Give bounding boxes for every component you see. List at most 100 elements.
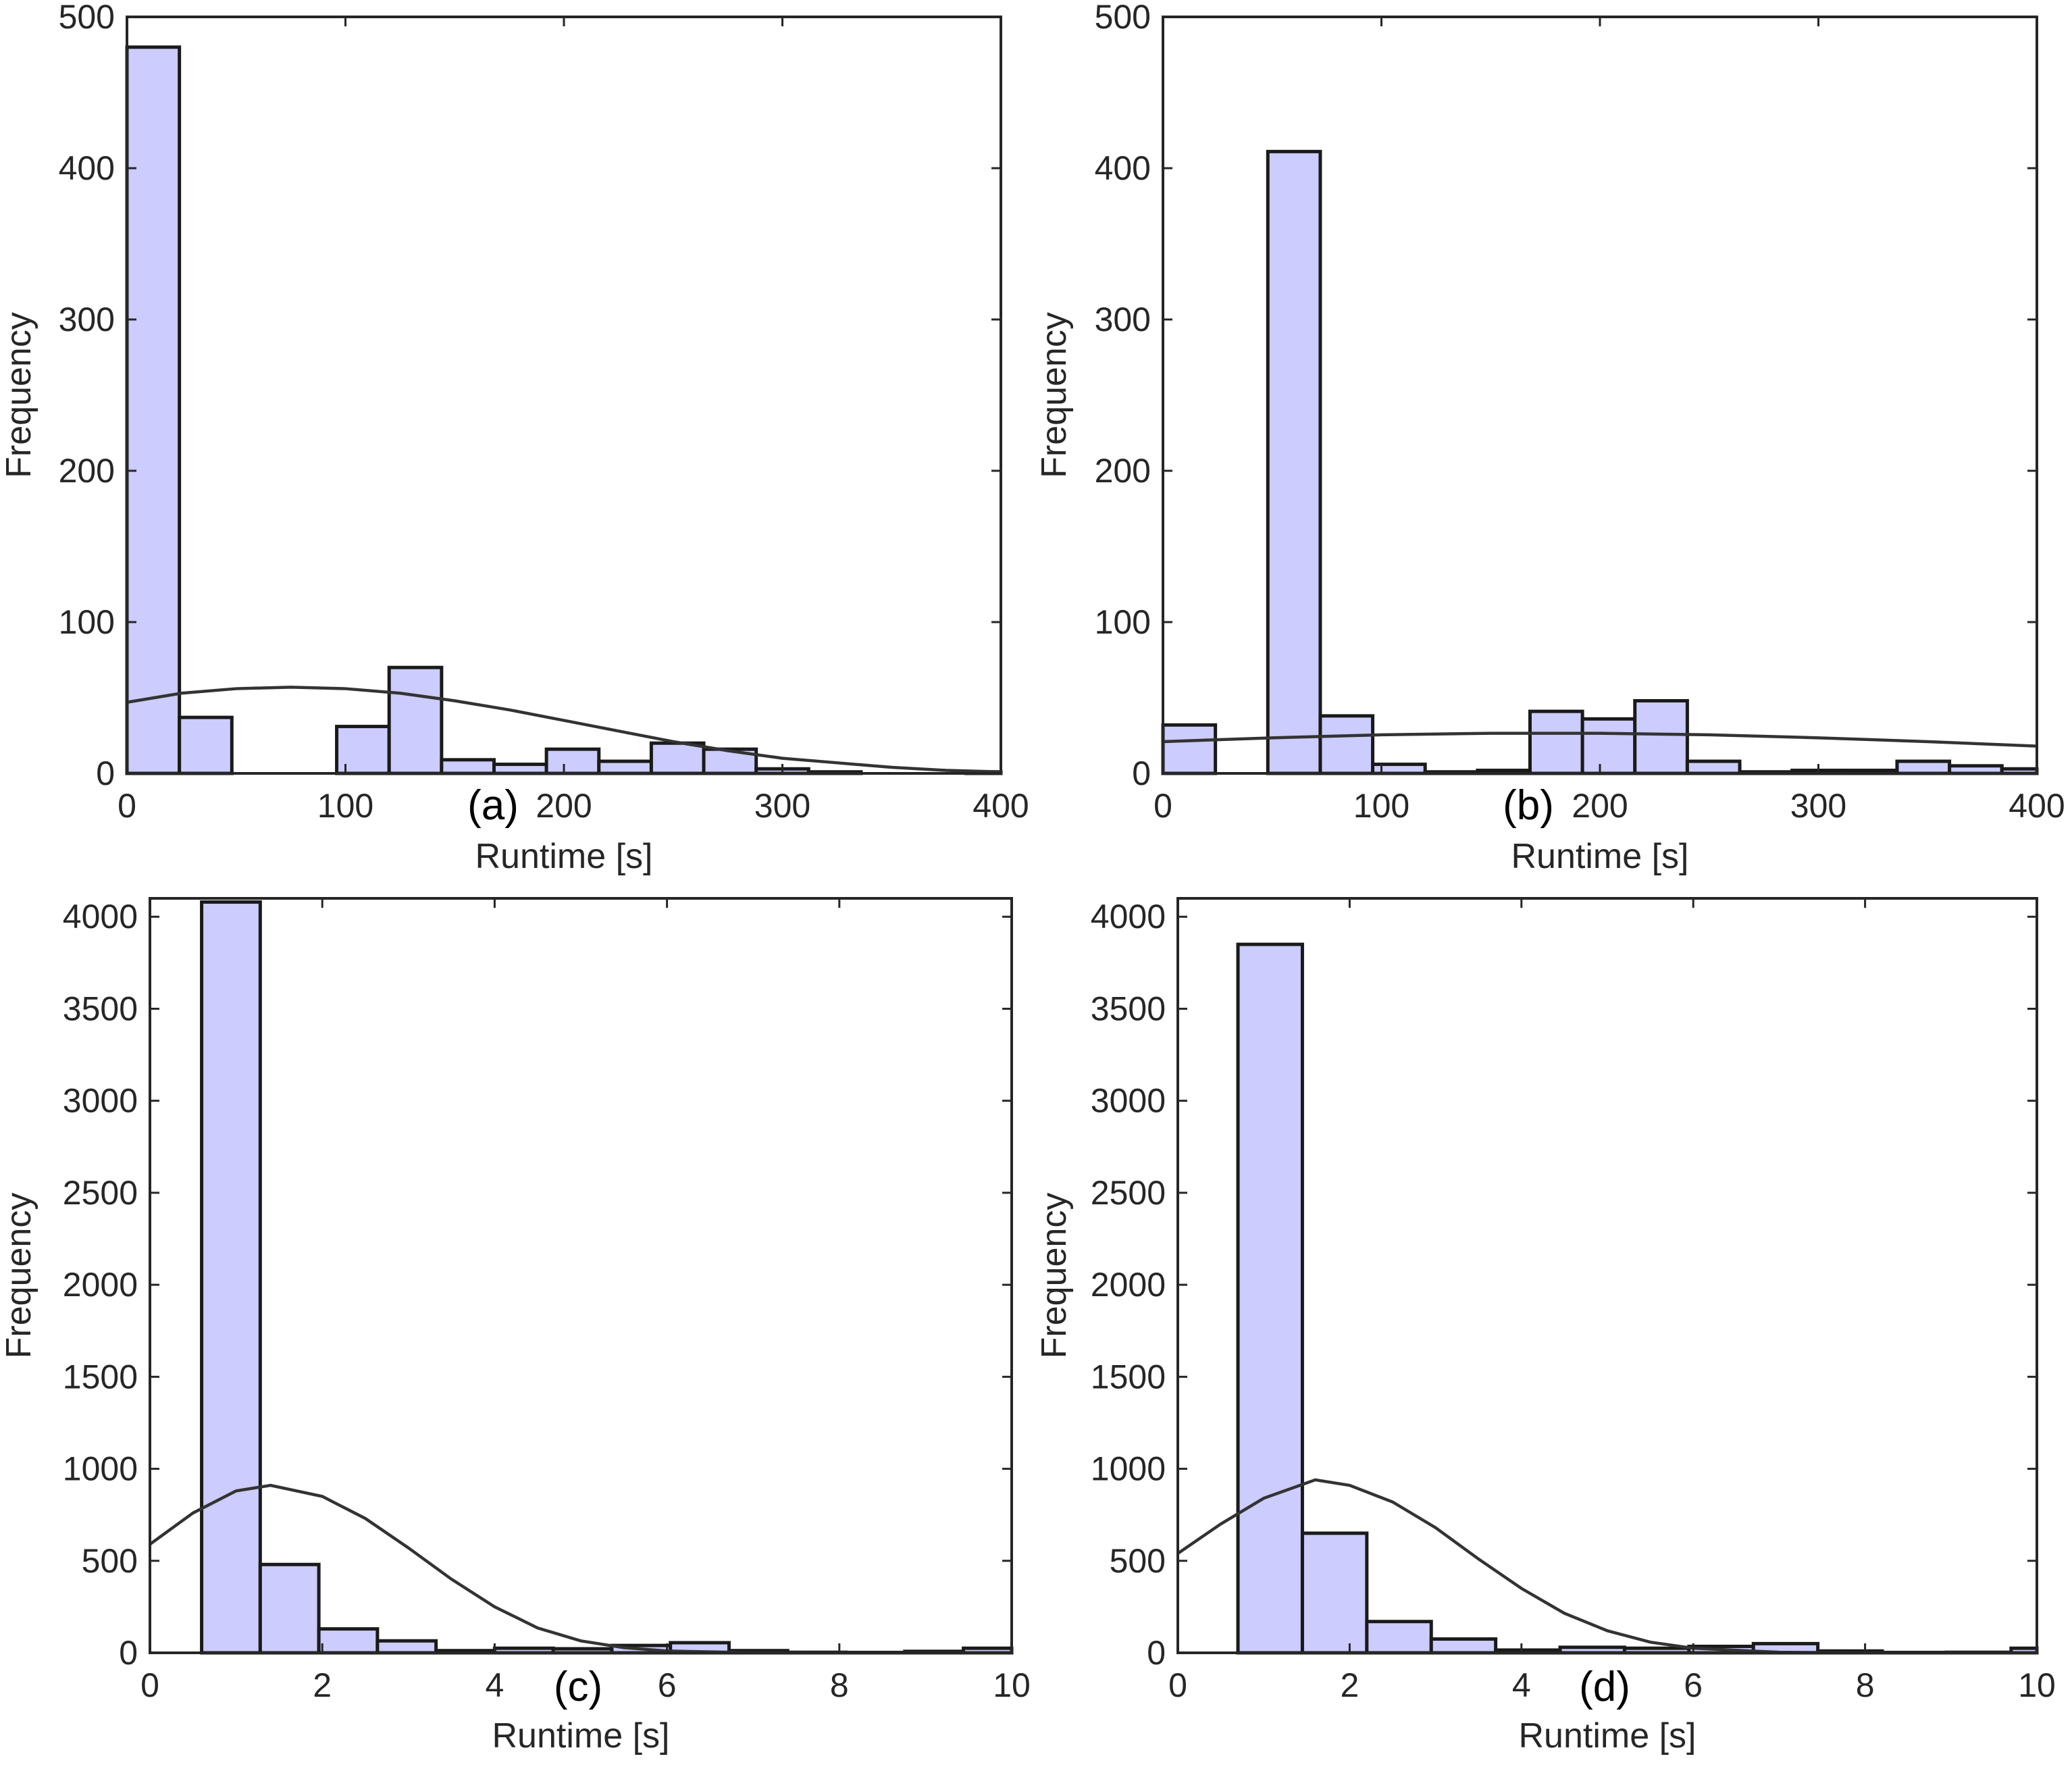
histogram-bar — [1365, 1620, 1433, 1655]
y-tick-label: 2000 — [63, 1266, 138, 1304]
y-tick-label: 400 — [59, 149, 115, 187]
histogram-bar — [178, 715, 234, 775]
y-tick-label: 200 — [59, 452, 115, 490]
histogram-bar — [1266, 149, 1322, 775]
y-tick-label: 1000 — [1091, 1450, 1166, 1488]
x-tick-label: 0 — [1168, 1666, 1187, 1704]
panel-c: 0 2 4 6 8 10 0 500 1000 1500 2000 2500 3000 3500 4000 R… — [0, 897, 1031, 1755]
y-tick-label: 100 — [59, 603, 115, 641]
x-tick-label: 10 — [2018, 1666, 2056, 1704]
y-tick-label: 3000 — [1091, 1082, 1166, 1120]
bars — [1236, 942, 2039, 1655]
axes-box — [149, 897, 1013, 1654]
x-tick-label: 0 — [118, 787, 136, 825]
x-tick-label: 4 — [485, 1666, 504, 1704]
x-axis-label: Runtime [s] — [475, 837, 653, 876]
y-tick-label: 0 — [1132, 754, 1151, 792]
y-axis-label: Frequency — [0, 1193, 38, 1359]
y-tick-label: 2500 — [63, 1174, 138, 1212]
x-tick-label: 8 — [1856, 1666, 1875, 1704]
histogram-bar — [1528, 709, 1584, 775]
x-tick-label: 200 — [1572, 787, 1628, 825]
panel-label: (b) — [1503, 782, 1554, 829]
histogram-bar — [492, 763, 548, 775]
x-tick-label: 300 — [754, 787, 810, 825]
x-tick-label: 0 — [1154, 787, 1172, 825]
fit-curve — [1176, 1478, 2037, 1655]
histogram-bar — [1429, 1637, 1498, 1655]
x-tick-label: 400 — [2009, 787, 2065, 825]
histogram-bar — [1318, 714, 1375, 775]
x-tick-label: 2 — [1340, 1666, 1359, 1704]
x-tick-label: 300 — [1790, 787, 1846, 825]
y-tick-label: 100 — [1095, 603, 1151, 641]
x-tick-label: 0 — [140, 1666, 159, 1704]
y-tick-label: 3500 — [63, 990, 138, 1027]
histogram-bar — [1633, 698, 1689, 775]
histogram-bar — [1161, 723, 1218, 775]
y-tick-label: 0 — [96, 754, 115, 792]
histogram-bar — [544, 747, 601, 775]
y-tick-label: 4000 — [63, 898, 138, 935]
histogram-bar — [649, 741, 706, 775]
y-tick-label: 2000 — [1091, 1266, 1166, 1304]
histogram-bar — [125, 45, 182, 775]
x-tick-label: 100 — [1353, 787, 1409, 825]
histogram-bar — [258, 1562, 321, 1655]
x-tick-label: 8 — [830, 1666, 849, 1704]
y-tick-label: 0 — [119, 1634, 138, 1672]
axes-box — [126, 16, 1002, 775]
histogram-bar — [1580, 717, 1637, 775]
x-axis-label: Runtime [s] — [492, 1716, 670, 1755]
histogram-bar — [1300, 1531, 1369, 1655]
x-tick-label: 6 — [1684, 1666, 1703, 1704]
panel-a: 0 100 200 300 400 0 100 200 300 400 500 Runtime [s]… — [0, 0, 1029, 876]
histogram-bar — [387, 665, 444, 775]
x-tick-label: 400 — [973, 787, 1029, 825]
histogram-bar — [1895, 759, 1952, 775]
y-tick-label: 300 — [59, 301, 115, 338]
y-tick-label: 200 — [1095, 452, 1151, 490]
y-tick-label: 500 — [82, 1542, 138, 1580]
histogram-bar — [317, 1627, 380, 1655]
y-tick-label: 1500 — [63, 1358, 138, 1395]
histogram-bar — [597, 759, 653, 775]
y-tick-label: 1500 — [1091, 1358, 1166, 1395]
histogram-bar — [1236, 942, 1304, 1655]
histogram-bar — [200, 900, 262, 1655]
bars — [1161, 149, 2039, 775]
bars — [200, 900, 1014, 1655]
panel-b: 0 100 200 300 400 0 100 200 300 400 500 Runtime [s]… — [1035, 0, 2065, 876]
y-tick-label: 3500 — [1091, 990, 1166, 1027]
y-tick-label: 400 — [1095, 149, 1151, 187]
y-axis-label: Frequency — [1035, 312, 1074, 478]
bars — [125, 45, 1003, 775]
panel-label: (a) — [467, 782, 519, 829]
y-tick-label: 0 — [1147, 1634, 1166, 1672]
panel-label: (d) — [1579, 1664, 1630, 1710]
x-tick-label: 6 — [658, 1666, 677, 1704]
x-tick-label: 200 — [536, 787, 592, 825]
y-tick-label: 1000 — [63, 1450, 138, 1488]
histogram-bar — [1685, 759, 1742, 775]
y-tick-label: 500 — [1095, 0, 1151, 36]
fit-curve — [1162, 732, 2038, 748]
y-tick-label: 2500 — [1091, 1174, 1166, 1212]
panel-d: 0 2 4 6 8 10 0 500 1000 1500 2000 2500 3000 3500 4000 R… — [1035, 897, 2056, 1755]
panel-label: (c) — [554, 1664, 602, 1710]
x-axis-label: Runtime [s] — [1511, 837, 1689, 876]
fit-curve — [126, 686, 1002, 774]
histogram-bar — [375, 1639, 438, 1655]
x-tick-label: 4 — [1512, 1666, 1531, 1704]
y-axis-label: Frequency — [1035, 1193, 1074, 1359]
x-axis-label: Runtime [s] — [1519, 1716, 1697, 1755]
x-tick-label: 100 — [317, 787, 373, 825]
y-tick-label: 500 — [1110, 1542, 1166, 1580]
x-tick-label: 10 — [993, 1666, 1031, 1704]
axes-box — [1176, 897, 2038, 1654]
y-tick-label: 3000 — [63, 1082, 138, 1120]
y-tick-label: 300 — [1095, 301, 1151, 338]
y-tick-label: 500 — [59, 0, 115, 36]
y-tick-label: 4000 — [1091, 898, 1166, 935]
